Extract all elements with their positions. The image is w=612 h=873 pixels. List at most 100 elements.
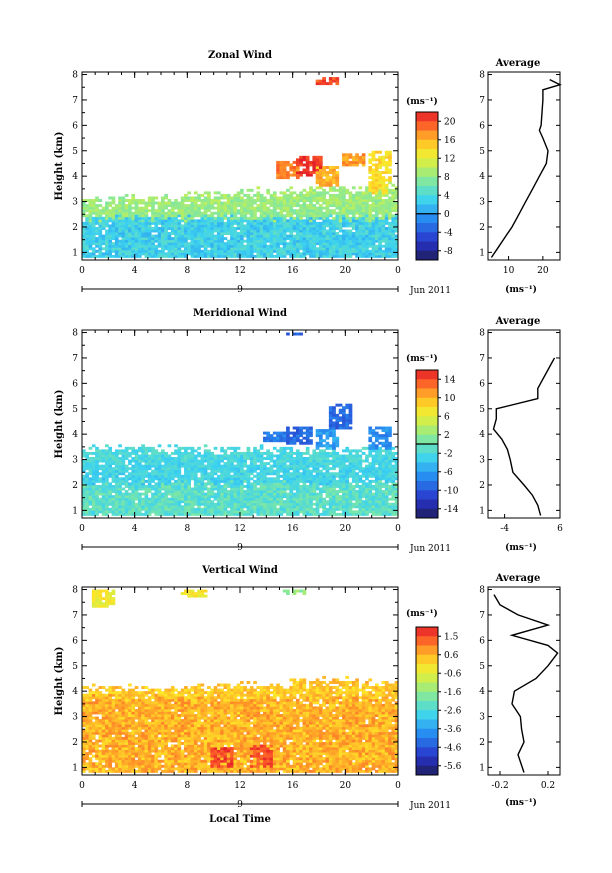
heatmap-cell [233, 226, 238, 230]
heatmap-cell [361, 467, 366, 471]
heatmap-cell [295, 211, 300, 215]
heatmap-cell [351, 490, 356, 493]
heatmap-cell [335, 457, 340, 460]
heatmap-cell [187, 477, 192, 481]
heatmap-cell [345, 449, 350, 453]
heatmap-cell [114, 214, 119, 218]
date-month: Jun 2011 [409, 286, 451, 296]
heatmap-cell [259, 487, 264, 491]
heatmap-cell [302, 436, 307, 440]
heatmap-cell [338, 482, 343, 486]
heatmap-cell [295, 196, 300, 200]
heatmap-cell [315, 171, 320, 175]
heatmap-cell [95, 469, 99, 473]
heatmap-cell [358, 502, 363, 506]
heatmap-cell [164, 490, 168, 493]
colorbar-tick-label: 4 [444, 191, 450, 201]
heatmap-cell [207, 232, 211, 235]
heatmap-cell [368, 171, 373, 175]
heatmap-cell [368, 237, 373, 241]
heatmap-cell [233, 204, 238, 208]
heatmap-cell [151, 479, 155, 483]
heatmap-cell [312, 451, 317, 455]
heatmap-cell [141, 232, 145, 235]
y-tick-label: 3 [72, 198, 78, 208]
heatmap-cell [141, 229, 145, 233]
heatmap-cell [128, 497, 132, 501]
heatmap-cell [236, 505, 241, 509]
heatmap-cell [259, 507, 264, 511]
heatmap-cell [124, 226, 129, 230]
heatmap-cell [85, 214, 89, 218]
heatmap-cell [157, 477, 162, 481]
heatmap-cell [177, 237, 182, 241]
heatmap-cell [141, 446, 145, 450]
heatmap-cell [114, 254, 119, 258]
heatmap-cell [348, 418, 353, 422]
heatmap-cell [151, 196, 155, 200]
heatmap-cell [361, 492, 366, 496]
heatmap-cell [325, 244, 330, 248]
heatmap-cell [253, 244, 257, 248]
heatmap-cell [295, 201, 300, 205]
heatmap-cell [240, 451, 244, 455]
heatmap-cell [286, 502, 290, 506]
heatmap-cell [332, 421, 336, 425]
heatmap-cell [161, 512, 165, 516]
heatmap-cell [91, 495, 96, 499]
heatmap-cell [305, 244, 310, 248]
heatmap-cell [325, 242, 330, 246]
heatmap-cell [141, 249, 145, 253]
heatmap-cell [167, 226, 172, 230]
heatmap-cell [98, 247, 103, 251]
heatmap-cell [213, 512, 218, 516]
heatmap-cell [295, 469, 300, 473]
heatmap-cell [200, 239, 205, 243]
heatmap-cell [213, 237, 218, 241]
heatmap-cell [338, 224, 343, 228]
heatmap-cell [276, 219, 280, 223]
heatmap-cell [105, 477, 109, 481]
heatmap-cell [305, 436, 310, 440]
heatmap-cell [266, 507, 271, 511]
heatmap-cell [259, 454, 264, 458]
heatmap-cell [170, 221, 175, 225]
heatmap-cell [266, 451, 271, 455]
heatmap-cell [210, 502, 215, 506]
heatmap-cell [193, 209, 198, 213]
heatmap-cell [246, 221, 251, 225]
heatmap-cell [253, 510, 257, 514]
heatmap-cell [240, 209, 244, 213]
heatmap-cell [203, 191, 208, 195]
heatmap-cell [279, 484, 284, 488]
heatmap-cell [302, 482, 307, 486]
heatmap-cell [299, 204, 303, 208]
heatmap-cell [213, 484, 218, 488]
heatmap-cell [95, 454, 99, 458]
heatmap-cell [351, 155, 356, 159]
y-tick-label: 4 [72, 172, 78, 182]
heatmap-cell [309, 239, 313, 243]
heatmap-cell [378, 206, 382, 210]
heatmap-cell [374, 214, 379, 218]
heatmap-cell [187, 474, 192, 478]
heatmap-cell [305, 449, 310, 453]
heatmap-cell [154, 229, 159, 233]
heatmap-cell [144, 204, 149, 208]
heatmap-cell [223, 492, 228, 496]
heatmap-cell [82, 242, 86, 246]
heatmap-cell [91, 512, 96, 516]
heatmap-cell [374, 191, 379, 195]
heatmap-cell [154, 226, 159, 230]
heatmap-cell [286, 196, 290, 200]
heatmap-cell [114, 451, 119, 455]
heatmap-cell [144, 464, 149, 468]
heatmap-cell [105, 492, 109, 496]
heatmap-cell [328, 224, 333, 228]
heatmap-cell [361, 158, 366, 162]
heatmap-cell [118, 239, 122, 243]
heatmap-cell [124, 479, 129, 483]
heatmap-cell [174, 226, 178, 230]
heatmap-cell [230, 211, 234, 215]
heatmap-cell [365, 490, 369, 493]
